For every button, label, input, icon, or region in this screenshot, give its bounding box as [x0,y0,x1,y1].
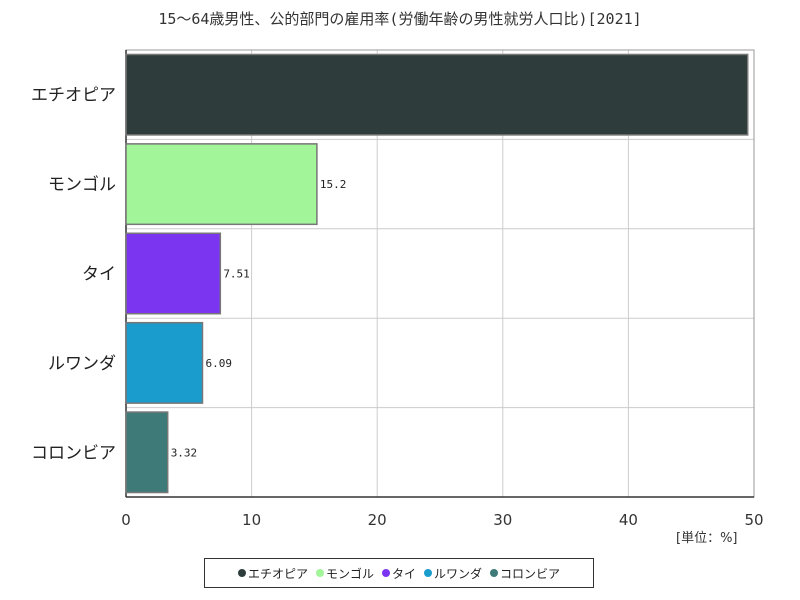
bar [125,321,204,404]
bar [125,232,222,315]
legend-label: タイ [391,566,416,581]
legend-marker [237,569,246,577]
legend-label: エチオピア [247,566,308,581]
legend-item: ルワンダ [424,565,482,582]
legend-item: モンゴル [315,565,374,582]
legend-item: タイ [381,565,416,582]
category-label: タイ [82,265,116,285]
legend-label: コロンビア [500,566,561,581]
x-tick-label: 0 [121,511,131,529]
legend-label: ルワンダ [434,566,483,581]
legend-label: モンゴル [325,566,374,581]
data-label: 15.2 [320,178,347,191]
legend-marker [424,569,432,577]
data-label: 3.32 [171,446,198,459]
legend: エチオピア モンゴル タイ ルワンダ コロンビア [204,558,594,588]
x-tick-label: 40 [619,511,638,529]
x-tick-label: 50 [744,511,763,529]
category-label: コロンビア [31,443,116,463]
legend-item: コロンビア [490,565,560,582]
legend-marker [381,569,390,577]
bar [125,53,749,136]
bar [125,411,169,494]
data-label: 7.51 [223,268,250,281]
legend-item: エチオピア [237,565,308,582]
data-label: 6.09 [205,357,232,370]
x-tick-label: 20 [368,511,387,529]
bar [125,143,318,226]
x-tick-label: 10 [242,511,261,529]
x-tick-label: 30 [493,511,512,529]
category-label: ルワンダ [48,354,116,374]
category-label: エチオピア [31,86,116,106]
unit-label: [単位：%] [676,531,738,546]
chart-title: 15～64歳男性、公的部門の雇用率(労働年齢の男性就労人口比)[2021] [158,10,642,28]
legend-marker [315,569,324,577]
category-label: モンゴル [48,174,116,195]
legend-marker [490,569,499,577]
